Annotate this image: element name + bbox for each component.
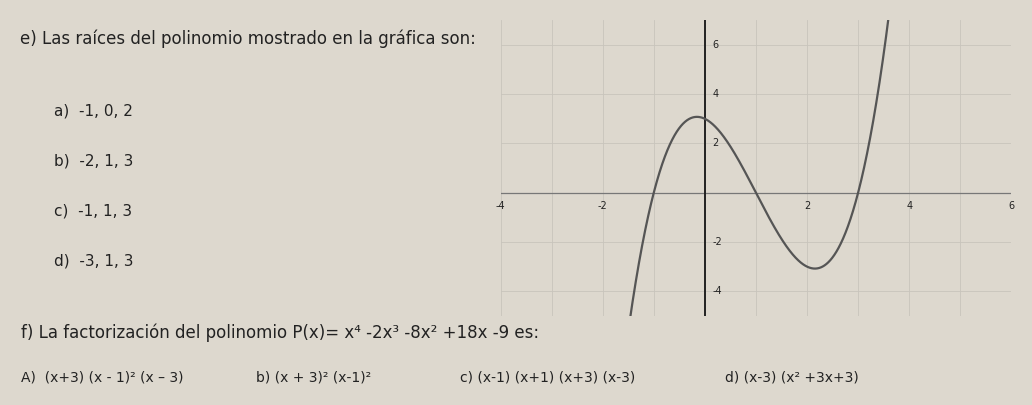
Text: 2: 2 <box>804 201 810 211</box>
Text: 4: 4 <box>712 89 718 99</box>
Text: c) (x-1) (x+1) (x+3) (x-3): c) (x-1) (x+1) (x+3) (x-3) <box>460 371 635 385</box>
Text: d)  -3, 1, 3: d) -3, 1, 3 <box>54 254 133 269</box>
Text: 6: 6 <box>712 40 718 50</box>
Text: b) (x + 3)² (x-1)²: b) (x + 3)² (x-1)² <box>256 371 370 385</box>
Text: b)  -2, 1, 3: b) -2, 1, 3 <box>54 153 133 168</box>
Text: -2: -2 <box>712 237 722 247</box>
Text: c)  -1, 1, 3: c) -1, 1, 3 <box>54 204 132 219</box>
Text: e) Las raíces del polinomio mostrado en la gráfica son:: e) Las raíces del polinomio mostrado en … <box>20 29 476 48</box>
Text: 6: 6 <box>1008 201 1014 211</box>
Text: -4: -4 <box>712 286 722 296</box>
Text: -2: -2 <box>598 201 608 211</box>
Text: d) (x-3) (x² +3x+3): d) (x-3) (x² +3x+3) <box>725 371 860 385</box>
Text: -4: -4 <box>495 201 506 211</box>
Text: 2: 2 <box>712 139 718 149</box>
Text: a)  -1, 0, 2: a) -1, 0, 2 <box>54 103 133 118</box>
Text: f) La factorización del polinomio P(x)= x⁴ -2x³ -8x² +18x -9 es:: f) La factorización del polinomio P(x)= … <box>21 324 539 343</box>
Text: A)  (x+3) (x - 1)² (x – 3): A) (x+3) (x - 1)² (x – 3) <box>21 371 183 385</box>
Text: 4: 4 <box>906 201 912 211</box>
